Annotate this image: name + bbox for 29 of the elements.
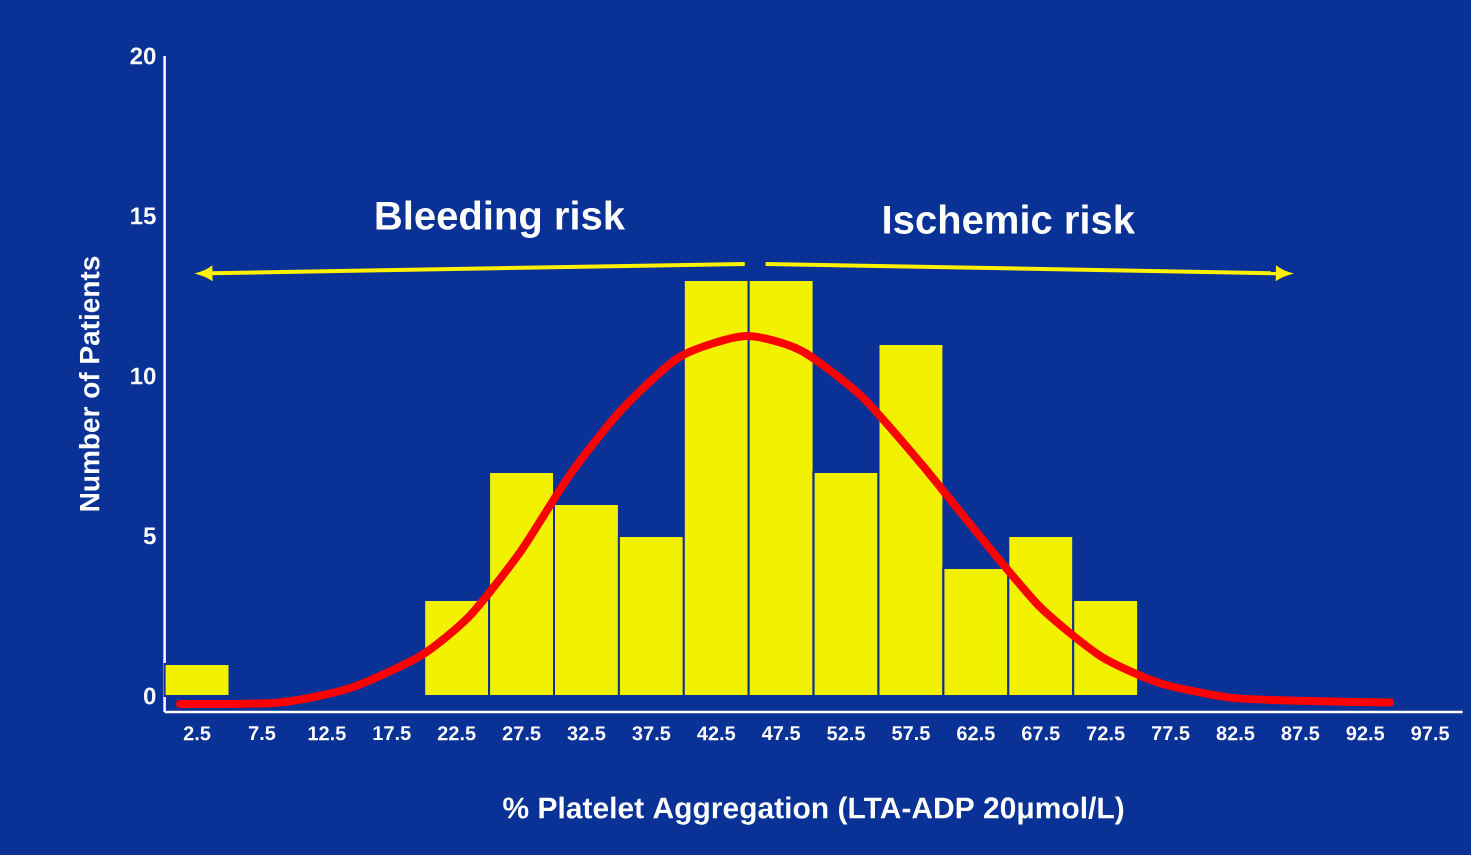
y-tick-label: 15 xyxy=(131,207,156,225)
x-tick-label: 97.5 xyxy=(1411,726,1450,741)
x-tick-label: 12.5 xyxy=(308,726,346,741)
y-tick-label: 5 xyxy=(143,527,156,545)
x-tick-label: 92.5 xyxy=(1346,726,1385,741)
x-tick-label: 27.5 xyxy=(502,726,541,741)
x-tick-label: 22.5 xyxy=(437,726,476,741)
x-axis-title: % Platelet Aggregation (LTA-ADP 20μmol/L) xyxy=(503,796,1124,825)
x-tick-label: 2.5 xyxy=(183,726,211,741)
x-tick-label: 7.5 xyxy=(248,726,276,741)
x-tick-label: 32.5 xyxy=(567,726,606,741)
x-tick-label: 47.5 xyxy=(761,726,801,741)
x-tick-label: 77.5 xyxy=(1151,726,1190,741)
y-tick-label: 10 xyxy=(131,367,156,385)
x-tick-label: 62.5 xyxy=(957,726,995,741)
y-axis-title: Number of Patients xyxy=(78,256,100,511)
y-tick-label: 0 xyxy=(144,687,156,705)
x-tick-label: 57.5 xyxy=(892,726,930,741)
x-tick-label: 52.5 xyxy=(827,726,865,741)
annotation: Bleeding risk xyxy=(376,200,626,238)
x-tick-label: 37.5 xyxy=(632,726,671,741)
x-tick-label: 72.5 xyxy=(1087,726,1125,741)
x-tick-label: 87.5 xyxy=(1281,726,1320,741)
x-tick-label: 82.5 xyxy=(1216,726,1255,741)
annotation: Ischemic risk xyxy=(884,204,1136,234)
x-tick-label: 17.5 xyxy=(373,726,411,741)
y-tick-label: 20 xyxy=(130,47,156,65)
x-tick-label: 42.5 xyxy=(697,726,736,741)
x-tick-label: 67.5 xyxy=(1022,726,1060,741)
